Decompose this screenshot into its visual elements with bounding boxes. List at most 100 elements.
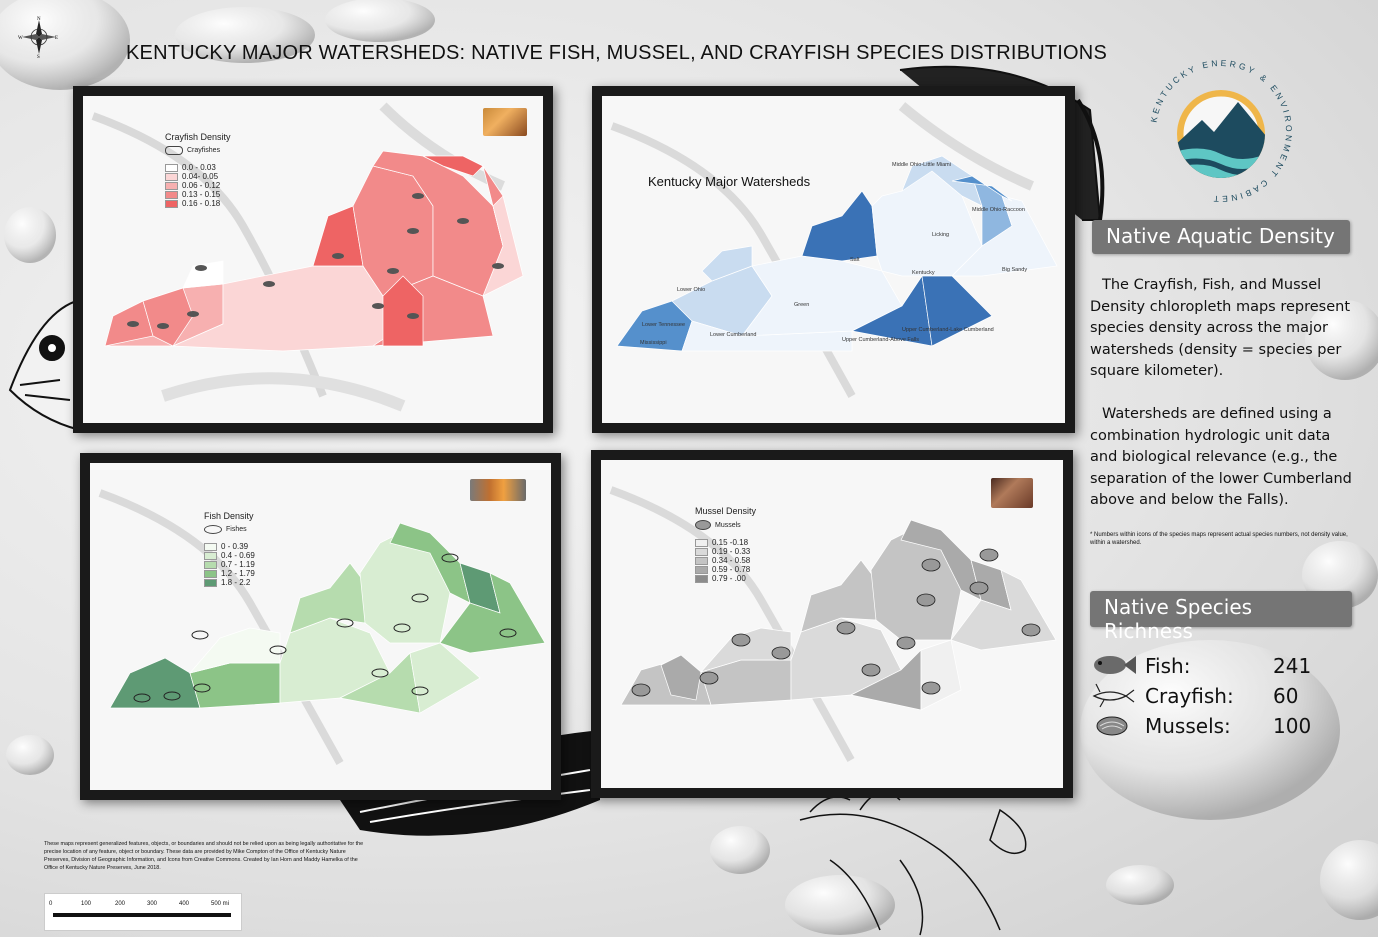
fish-legend-icon-label: Fishes [226,526,247,533]
legend-swatch [695,574,708,583]
legend-swatch [695,538,708,547]
legend-swatch [204,551,217,560]
fish-map-canvas [98,489,546,765]
richness-crayfish-label: Crayfish: [1145,684,1234,708]
page-title: KENTUCKY MAJOR WATERSHEDS: NATIVE FISH, … [126,42,1107,64]
compass-n: N [37,17,41,22]
fish-legend: Fish Density Fishes 0 - 0.39 0.4 - 0.69 … [204,511,255,587]
mussel-density-map: Mussel Density Mussels 0.15 -0.18 0.19 -… [591,450,1073,798]
watershed-label: Lower Ohio [677,287,705,293]
fish-class-4: 1.8 - 2.2 [221,578,251,587]
fish-legend-title: Fish Density [204,511,254,521]
species-icon-footnote: * Numbers within icons of the species ma… [1090,532,1348,546]
richness-crayfish-value: 60 [1273,684,1299,708]
crayfish-legend-title: Crayfish Density [165,132,231,142]
crayfish-map-canvas [91,102,524,412]
scale-tick: 400 [179,901,190,907]
fish-photo [470,479,526,501]
richness-fish-value: 241 [1273,654,1312,678]
mussel-icons [631,548,1041,697]
watersheds-map: Middle Ohio-Little Miami Licking Middle … [592,86,1075,433]
mussel-class-0: 0.15 -0.18 [712,538,749,547]
crayfish-icon [165,146,183,155]
legend-swatch [695,547,708,556]
watershed-label: Lower Cumberland [710,332,756,338]
watershed-label: Licking [932,232,949,238]
watershed-label: Upper Cumberland-Above Falls [842,337,919,343]
compass-s: S [37,55,40,58]
crayfish-sketch [799,791,1027,936]
crayfish-density-map: Crayfish Density Crayfishes 0.0 - 0.03 0… [73,86,553,433]
watershed-polygons [616,155,1058,352]
mussel-photo [991,478,1033,508]
legend-swatch [204,569,217,578]
scale-tick: 0 [49,901,53,907]
watershed-polygons [109,522,546,714]
fish-icon [204,525,222,534]
legend-swatch [204,542,217,551]
watersheds-map-heading: Kentucky Major Watersheds [648,174,811,189]
watershed-label: Salt [850,257,860,263]
watershed-label: Upper Cumberland-Lake Cumberland [902,327,994,333]
crayfish-photo [483,108,527,136]
mussel-class-1: 0.19 - 0.33 [712,547,751,556]
kentucky-energy-environment-logo: KENTUCKY ENERGY & ENVIRONMENT CABINET [1149,58,1292,204]
scale-tick: 200 [115,901,126,907]
compass-rose-icon: N S E W [18,17,58,58]
scale-tick: 300 [147,901,158,907]
scale-bar: 0 100 200 300 400 500 mi [44,893,242,931]
legend-swatch [165,190,178,199]
legend-swatch [165,172,178,181]
mussel-class-4: 0.79 - .00 [712,574,746,583]
legend-swatch [695,556,708,565]
crayfish-class-1: 0.04- 0.05 [182,172,219,181]
mussel-legend-title: Mussel Density [695,506,757,516]
legend-swatch [165,181,178,190]
crayfish-icon [1092,683,1135,708]
native-aquatic-density-header: Native Aquatic Density [1092,220,1350,254]
crayfish-class-2: 0.06 - 0.12 [182,181,221,190]
scale-tick: 500 mi [211,901,230,907]
compass-e: E [55,36,58,41]
crayfish-class-3: 0.13 - 0.15 [182,190,221,199]
watershed-label: Middle Ohio-Little Miami [892,162,951,168]
crayfish-class-4: 0.16 - 0.18 [182,199,221,208]
crayfish-class-0: 0.0 - 0.03 [182,163,216,172]
watershed-label: Middle Ohio-Raccoon [972,207,1025,213]
mussel-legend: Mussel Density Mussels 0.15 -0.18 0.19 -… [695,506,756,583]
richness-fish-label: Fish: [1145,654,1191,678]
map-disclaimer: These maps represent generalized feature… [44,841,364,871]
richness-row-fish: Fish: 241 [1090,652,1320,682]
fish-icons [133,553,517,703]
mussel-class-2: 0.34 - 0.58 [712,556,751,565]
watersheds-map-canvas: Middle Ohio-Little Miami Licking Middle … [610,102,1058,398]
fish-icon [1094,656,1136,674]
mussel-icon [1096,716,1128,736]
watershed-polygons [104,150,524,352]
native-aquatic-density-paragraph-2: Watersheds are defined using a combinati… [1090,406,1352,508]
fish-class-1: 0.4 - 0.69 [221,551,255,560]
watershed-label: Kentucky [912,270,935,276]
mussel-icon [695,520,711,530]
mussel-class-3: 0.59 - 0.78 [712,565,751,574]
compass-w: W [18,36,23,41]
crayfish-legend: Crayfish Density Crayfishes 0.0 - 0.03 0… [165,132,231,208]
watershed-label: Lower Tennessee [642,322,685,328]
mussel-legend-icon-label: Mussels [715,521,741,529]
crayfish-legend-icon-label: Crayfishes [187,147,221,154]
native-aquatic-density-paragraph-1: The Crayfish, Fish, and Mussel Density c… [1090,277,1351,379]
richness-mussels-value: 100 [1273,714,1312,738]
richness-row-mussels: Mussels: 100 [1090,712,1320,742]
legend-swatch [204,560,217,569]
legend-swatch [165,163,178,172]
watershed-label: Green [794,302,809,308]
mussel-map-canvas [609,486,1057,762]
watershed-polygons [620,519,1057,711]
watershed-label: Mississippi [640,340,667,346]
watershed-label: Big Sandy [1002,267,1027,273]
scale-tick: 100 [81,901,92,907]
fish-class-3: 1.2 - 1.79 [221,569,255,578]
native-species-richness-header: Native Species Richness [1090,591,1352,643]
legend-swatch [165,199,178,208]
crayfish-icons [127,193,504,329]
